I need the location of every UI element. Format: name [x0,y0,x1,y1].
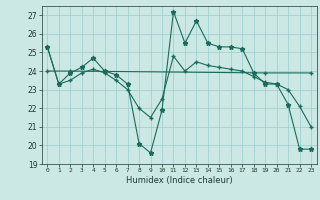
X-axis label: Humidex (Indice chaleur): Humidex (Indice chaleur) [126,176,233,185]
